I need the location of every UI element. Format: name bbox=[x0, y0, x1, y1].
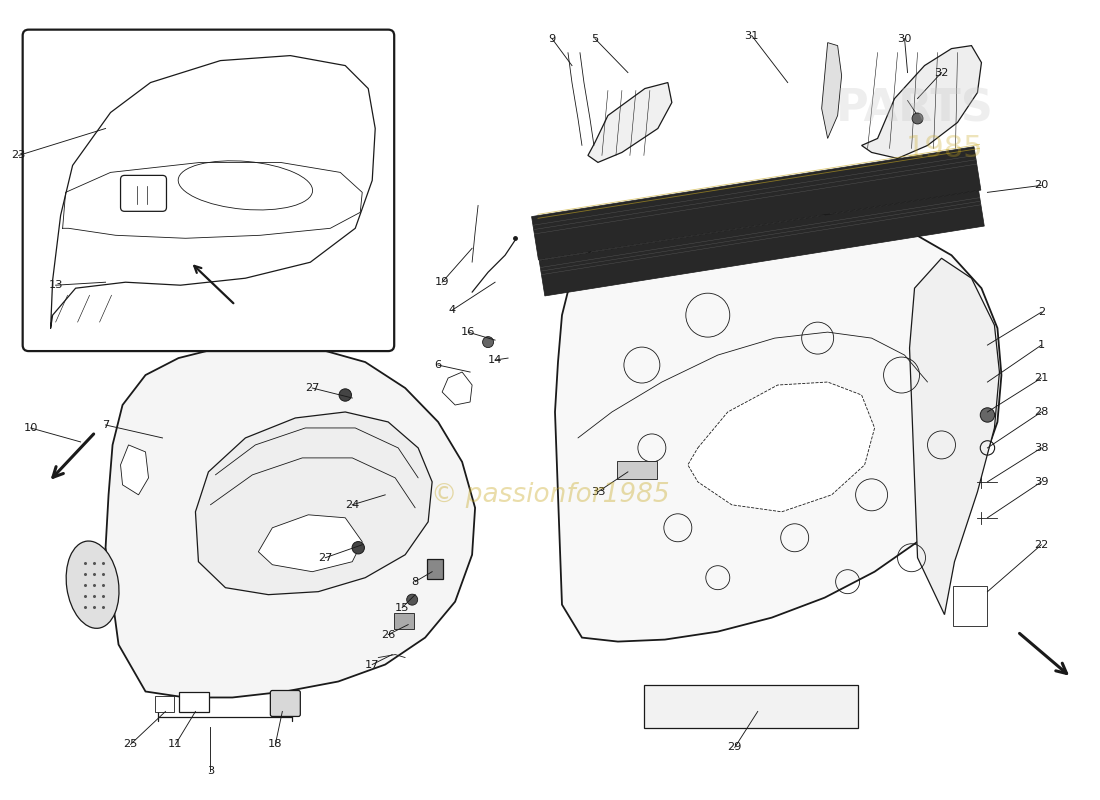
Text: 20: 20 bbox=[1034, 180, 1048, 190]
Text: PARTS: PARTS bbox=[836, 87, 993, 130]
Text: 27: 27 bbox=[305, 383, 319, 393]
Text: 32: 32 bbox=[934, 67, 948, 78]
Text: 23: 23 bbox=[11, 150, 26, 161]
Text: 5: 5 bbox=[592, 34, 598, 44]
Text: 14: 14 bbox=[488, 355, 503, 365]
Circle shape bbox=[912, 113, 923, 124]
Circle shape bbox=[352, 542, 364, 554]
Polygon shape bbox=[688, 382, 874, 512]
Polygon shape bbox=[531, 146, 981, 260]
Text: 15: 15 bbox=[395, 602, 409, 613]
Text: 13: 13 bbox=[48, 280, 63, 290]
FancyBboxPatch shape bbox=[617, 461, 657, 479]
Text: 29: 29 bbox=[727, 742, 742, 752]
Polygon shape bbox=[196, 412, 432, 594]
Polygon shape bbox=[258, 515, 362, 572]
FancyBboxPatch shape bbox=[179, 693, 209, 713]
Text: 21: 21 bbox=[1034, 373, 1048, 383]
Text: 22: 22 bbox=[1034, 540, 1048, 550]
Text: 6: 6 bbox=[434, 360, 442, 370]
Circle shape bbox=[980, 408, 994, 422]
Text: 33: 33 bbox=[591, 487, 605, 497]
FancyBboxPatch shape bbox=[23, 30, 394, 351]
FancyBboxPatch shape bbox=[427, 558, 443, 578]
Text: 9: 9 bbox=[549, 34, 556, 44]
Text: 28: 28 bbox=[1034, 407, 1048, 417]
Circle shape bbox=[407, 594, 418, 605]
Text: 26: 26 bbox=[381, 630, 395, 639]
Text: 24: 24 bbox=[345, 500, 360, 510]
Polygon shape bbox=[861, 46, 981, 158]
Text: 8: 8 bbox=[411, 577, 419, 586]
Text: 3: 3 bbox=[207, 766, 215, 776]
Text: 11: 11 bbox=[168, 739, 183, 750]
Text: 18: 18 bbox=[268, 739, 283, 750]
Text: 1: 1 bbox=[1037, 340, 1045, 350]
Polygon shape bbox=[106, 345, 475, 698]
Text: 16: 16 bbox=[461, 327, 475, 337]
Text: 1985: 1985 bbox=[905, 134, 983, 163]
Circle shape bbox=[339, 389, 352, 401]
Text: 25: 25 bbox=[123, 739, 138, 750]
Polygon shape bbox=[442, 372, 472, 405]
Text: 10: 10 bbox=[23, 423, 37, 433]
Text: 38: 38 bbox=[1034, 443, 1048, 453]
Text: 4: 4 bbox=[449, 305, 455, 315]
Text: 31: 31 bbox=[745, 30, 759, 41]
Text: 39: 39 bbox=[1034, 477, 1048, 487]
Polygon shape bbox=[121, 445, 148, 495]
Polygon shape bbox=[588, 82, 672, 162]
Polygon shape bbox=[556, 212, 1001, 642]
Circle shape bbox=[483, 337, 494, 347]
FancyBboxPatch shape bbox=[121, 175, 166, 211]
FancyBboxPatch shape bbox=[154, 697, 175, 713]
FancyBboxPatch shape bbox=[271, 690, 300, 717]
FancyBboxPatch shape bbox=[394, 613, 415, 629]
FancyBboxPatch shape bbox=[644, 685, 858, 729]
Ellipse shape bbox=[66, 541, 119, 628]
Text: 19: 19 bbox=[434, 278, 450, 287]
Text: © passionfor1985: © passionfor1985 bbox=[431, 482, 669, 508]
Polygon shape bbox=[822, 42, 842, 138]
Text: 30: 30 bbox=[898, 34, 912, 44]
Polygon shape bbox=[910, 258, 1000, 614]
Text: 17: 17 bbox=[365, 659, 380, 670]
Text: 27: 27 bbox=[318, 553, 332, 562]
FancyBboxPatch shape bbox=[954, 586, 988, 626]
Polygon shape bbox=[539, 190, 984, 296]
Text: 7: 7 bbox=[102, 420, 109, 430]
Text: 2: 2 bbox=[1037, 307, 1045, 317]
